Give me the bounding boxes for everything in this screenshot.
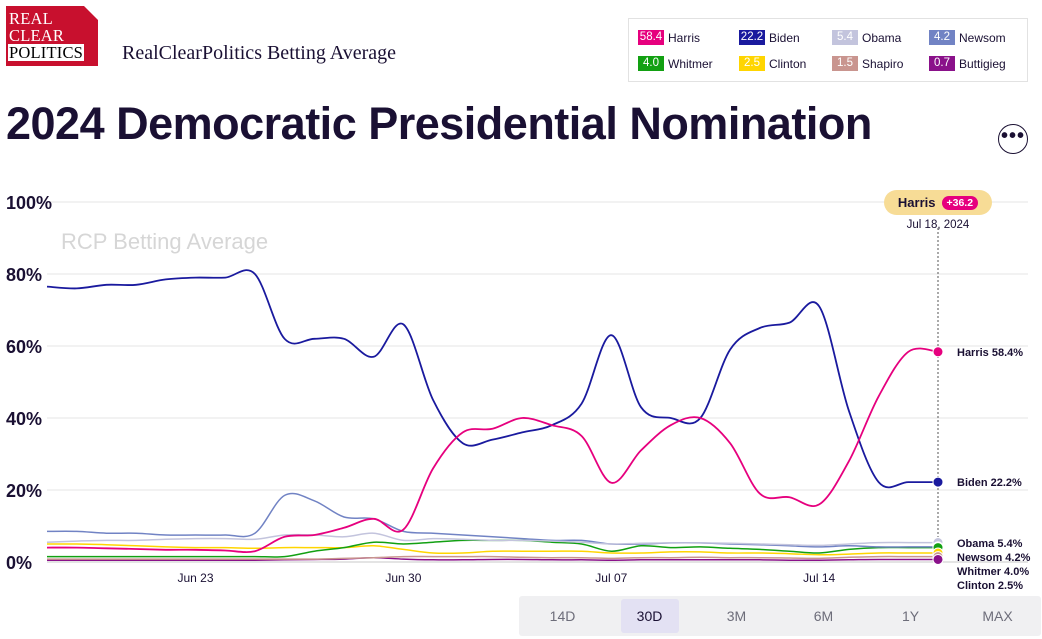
tooltip-date: Jul 18, 2024: [906, 219, 970, 231]
legend-badge: 4.2: [929, 30, 955, 45]
series-line-obama: [46, 532, 938, 547]
legend-label: Biden: [769, 30, 800, 45]
range-max-button[interactable]: MAX: [982, 608, 1013, 624]
legend-label: Obama: [862, 30, 902, 45]
legend-label: Newsom: [959, 30, 1006, 45]
time-range-selector: 14D 30D 3M 6M 1Y MAX: [519, 596, 1041, 636]
legend-item-whitmer[interactable]: 4.0 Whitmer: [638, 56, 713, 71]
end-label-clinton: Clinton 2.5%: [957, 580, 1023, 592]
legend-label: Harris: [668, 30, 700, 45]
chart-watermark: RCP Betting Average: [61, 229, 268, 254]
more-options-button[interactable]: •••: [998, 124, 1028, 154]
range-14d-button[interactable]: 14D: [549, 608, 576, 624]
end-dot-buttigieg: [932, 553, 944, 565]
end-label-biden: Biden 22.2%: [957, 477, 1022, 489]
legend-item-biden[interactable]: 22.2 Biden: [739, 30, 800, 45]
x-tick-label: Jul 07: [595, 571, 627, 585]
logo-line-1: REAL: [9, 9, 53, 28]
page-title: 2024 Democratic Presidential Nomination: [6, 98, 872, 149]
series-line-shapiro: [46, 555, 938, 560]
legend: 58.4 Harris 22.2 Biden 5.4 Obama 4.2 New…: [628, 18, 1028, 82]
x-tick-label: Jun 23: [177, 571, 213, 585]
x-tick-label: Jun 30: [385, 571, 421, 585]
series-line-buttigieg: [46, 556, 938, 562]
legend-item-obama[interactable]: 5.4 Obama: [832, 30, 901, 45]
legend-badge: 58.4: [638, 30, 664, 45]
x-tick-label: Jul 14: [803, 571, 835, 585]
legend-item-buttigieg[interactable]: 0.7 Buttigieg: [929, 56, 1006, 71]
legend-badge: 5.4: [832, 30, 858, 45]
more-horizontal-icon: •••: [1000, 125, 1025, 147]
y-tick-label: 20%: [6, 481, 42, 501]
legend-item-clinton[interactable]: 2.5 Clinton: [739, 56, 806, 71]
y-tick-label: 80%: [6, 265, 42, 285]
end-dot-biden: [932, 476, 944, 488]
series-line-biden: [46, 269, 938, 489]
logo-line-3: POLITICS: [8, 43, 85, 62]
y-tick-label: 100%: [6, 193, 52, 213]
range-1y-button[interactable]: 1Y: [901, 608, 920, 624]
hover-tooltip: Harris +36.2: [884, 190, 992, 215]
page-subtitle: RealClearPolitics Betting Average: [122, 42, 397, 64]
range-30d-button[interactable]: 30D: [620, 599, 679, 633]
legend-badge: 0.7: [929, 56, 955, 71]
legend-badge: 2.5: [739, 56, 765, 71]
legend-label: Whitmer: [668, 56, 713, 71]
range-3m-button[interactable]: 3M: [726, 608, 747, 624]
series-line-newsom: [46, 492, 938, 548]
range-6m-button[interactable]: 6M: [813, 608, 834, 624]
legend-item-shapiro[interactable]: 1.5 Shapiro: [832, 56, 903, 71]
tooltip-delta-badge: +36.2: [941, 195, 979, 210]
series-line-clinton: [46, 543, 938, 556]
end-label-harris: Harris 58.4%: [957, 347, 1023, 359]
y-tick-label: 40%: [6, 409, 42, 429]
logo-fold: [84, 6, 98, 20]
tooltip-name: Harris: [897, 195, 936, 210]
logo-line-2: CLEAR: [9, 26, 65, 45]
legend-item-newsom[interactable]: 4.2 Newsom: [929, 30, 1006, 45]
y-tick-label: 0%: [6, 553, 32, 573]
y-tick-label: 60%: [6, 337, 42, 357]
legend-label: Clinton: [769, 56, 807, 71]
legend-badge: 1.5: [832, 56, 858, 71]
legend-badge: 22.2: [739, 30, 765, 45]
legend-label: Buttigieg: [959, 56, 1006, 71]
rcp-logo[interactable]: REAL CLEAR POLITICS: [6, 6, 98, 66]
series-line-harris: [46, 347, 939, 553]
line-chart: 0% 20% 40% 60% 80% 100% RCP Betting Average Jun…: [6, 193, 1031, 592]
legend-label: Shapiro: [862, 56, 904, 71]
legend-badge: 4.0: [638, 56, 664, 71]
end-label-whitmer: Whitmer 4.0%: [957, 566, 1029, 578]
end-label-obama: Obama 5.4%: [957, 538, 1023, 550]
end-label-newsom: Newsom 4.2%: [957, 552, 1031, 564]
legend-item-harris[interactable]: 58.4 Harris: [638, 30, 700, 45]
end-dot-harris: [932, 346, 944, 358]
